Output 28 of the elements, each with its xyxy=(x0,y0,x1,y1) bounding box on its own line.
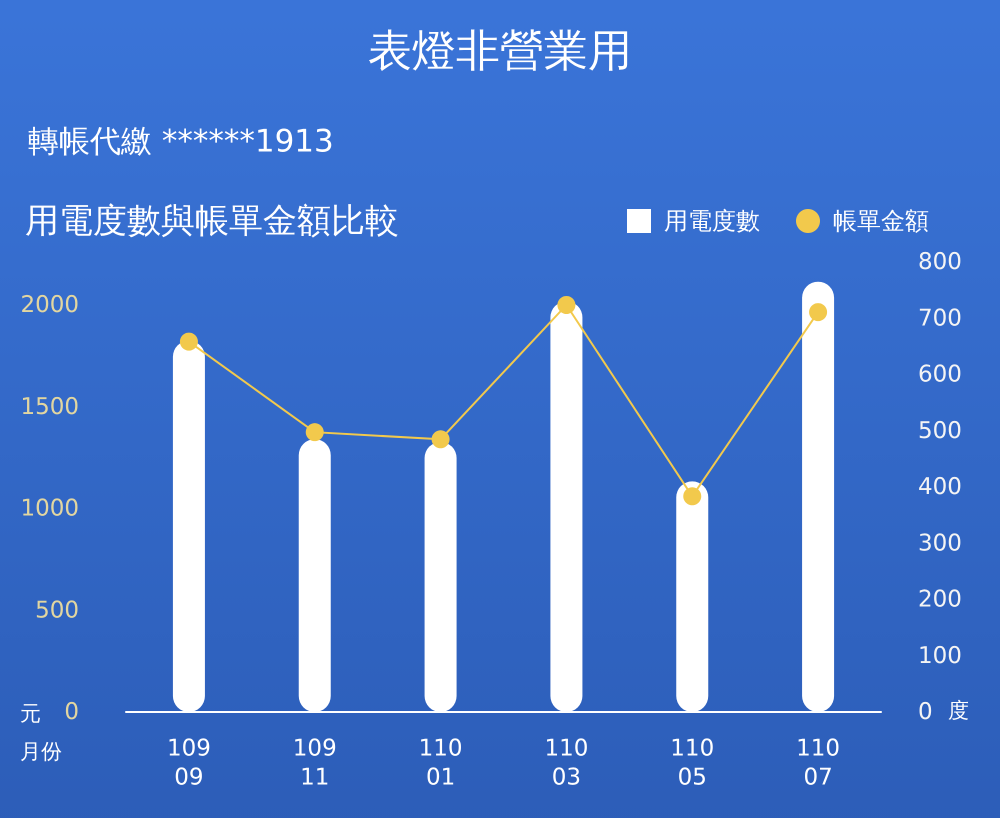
y2-tick-label: 600 xyxy=(918,362,962,388)
legend-label: 帳單金額 xyxy=(833,207,929,235)
y-tick-label: 1500 xyxy=(20,394,79,420)
y2-axis-title: 度 xyxy=(948,698,969,722)
y-axis-title: 元 xyxy=(20,702,41,726)
y2-tick-label: 100 xyxy=(918,642,962,669)
x-tick-label: 110 07 xyxy=(796,736,840,790)
y2-tick-label: 800 xyxy=(918,249,962,275)
y-tick-label: 0 xyxy=(64,699,79,725)
x-axis-title: 月份 xyxy=(20,740,62,764)
y-tick-label: 2000 xyxy=(20,292,79,318)
text: 轉帳代繳 ******1913 xyxy=(28,124,334,160)
x-tick-label: 109 11 xyxy=(292,736,337,790)
chart-title: 表燈非營業用 xyxy=(368,26,632,76)
y2-tick-label: 400 xyxy=(918,474,962,500)
chart-subtitle: 用電度數與帳單金額比較 xyxy=(25,201,399,241)
y-tick-label: 1000 xyxy=(20,496,79,522)
x-tick-label: 110 01 xyxy=(418,736,463,790)
y2-tick-label: 0 xyxy=(918,699,933,725)
legend-label: 用電度數 xyxy=(664,207,760,235)
y-tick-label: 500 xyxy=(35,597,79,624)
y2-tick-label: 300 xyxy=(918,530,962,556)
y2-tick-label: 500 xyxy=(918,418,962,444)
x-tick-label: 110 03 xyxy=(544,736,588,790)
x-tick-label: 110 05 xyxy=(670,736,714,790)
y2-tick-label: 200 xyxy=(918,586,962,612)
x-tick-label: 109 09 xyxy=(166,736,211,790)
y2-tick-label: 700 xyxy=(918,305,962,332)
